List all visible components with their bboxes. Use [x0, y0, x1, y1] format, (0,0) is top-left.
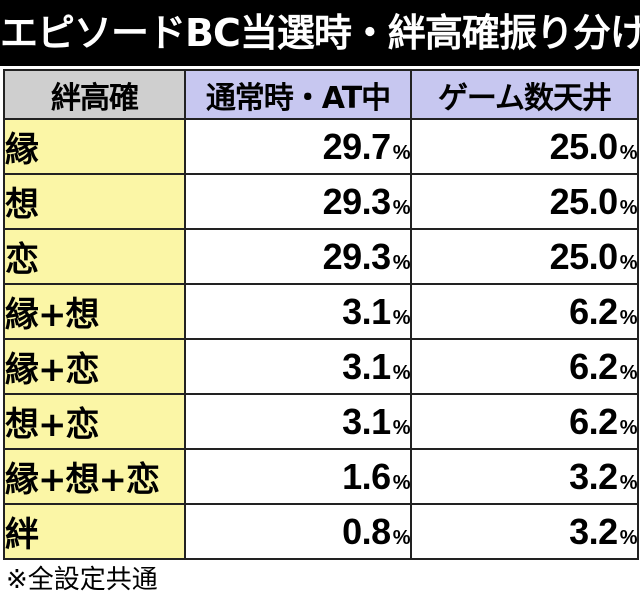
percent-sign: % [392, 251, 410, 274]
percent-sign: % [392, 416, 410, 439]
value-ceiling: 3.2% [410, 503, 639, 560]
value-ceiling: 6.2% [410, 393, 639, 450]
row-label: 縁 [3, 118, 186, 175]
row-label: 想+恋 [3, 393, 186, 450]
value-number: 3.1 [342, 290, 391, 332]
table-row: 恋 29.3% 25.0% [3, 228, 639, 285]
value-number: 3.1 [342, 400, 391, 442]
value-normal: 29.7% [184, 118, 412, 175]
value-number: 6.2 [569, 400, 618, 442]
percent-sign: % [392, 141, 410, 164]
header-normal-at: 通常時・AT中 [184, 69, 412, 120]
header-kizuna-koukaku: 絆高確 [3, 69, 186, 120]
value-ceiling: 3.2% [410, 448, 639, 505]
footnote: ※全設定共通 [6, 565, 158, 595]
row-label: 縁+想 [3, 283, 186, 340]
value-number: 0.8 [342, 510, 391, 552]
percent-sign: % [392, 471, 410, 494]
percent-sign: % [619, 141, 637, 164]
header-row: 絆高確 通常時・AT中 ゲーム数天井 [3, 69, 639, 120]
value-number: 3.2 [569, 510, 618, 552]
value-normal: 3.1% [184, 393, 412, 450]
table-body: 縁 29.7% 25.0% 想 29.3% 25.0% 恋 29.3% 25.0… [3, 118, 639, 560]
row-label: 縁+恋 [3, 338, 186, 395]
value-number: 29.3 [322, 180, 392, 222]
percent-sign: % [392, 526, 410, 549]
value-ceiling: 25.0% [410, 173, 639, 230]
row-label: 絆 [3, 503, 186, 560]
value-number: 29.3 [322, 235, 392, 277]
row-label: 恋 [3, 228, 186, 285]
value-number: 29.7 [322, 125, 392, 167]
value-ceiling: 25.0% [410, 118, 639, 175]
value-number: 3.2 [569, 455, 618, 497]
table-row: 縁+想+恋 1.6% 3.2% [3, 448, 639, 505]
percent-sign: % [619, 416, 637, 439]
value-normal: 3.1% [184, 338, 412, 395]
value-ceiling: 25.0% [410, 228, 639, 285]
percent-sign: % [619, 196, 637, 219]
value-number: 3.1 [342, 345, 391, 387]
value-number: 25.0 [549, 235, 619, 277]
value-number: 1.6 [342, 455, 391, 497]
page-title: エピソードBC当選時・絆高確振り分け [0, 0, 640, 66]
value-normal: 29.3% [184, 228, 412, 285]
value-number: 25.0 [549, 180, 619, 222]
table-row: 縁 29.7% 25.0% [3, 118, 639, 175]
row-label: 縁+想+恋 [3, 448, 186, 505]
value-normal: 1.6% [184, 448, 412, 505]
value-normal: 3.1% [184, 283, 412, 340]
value-ceiling: 6.2% [410, 338, 639, 395]
value-ceiling: 6.2% [410, 283, 639, 340]
percent-sign: % [619, 251, 637, 274]
percent-sign: % [619, 306, 637, 329]
percent-sign: % [392, 361, 410, 384]
value-number: 6.2 [569, 290, 618, 332]
table-row: 縁+想 3.1% 6.2% [3, 283, 639, 340]
table-row: 想+恋 3.1% 6.2% [3, 393, 639, 450]
percent-sign: % [392, 306, 410, 329]
table-row: 想 29.3% 25.0% [3, 173, 639, 230]
table-row: 縁+恋 3.1% 6.2% [3, 338, 639, 395]
percent-sign: % [619, 526, 637, 549]
table-header: 絆高確 通常時・AT中 ゲーム数天井 [3, 69, 639, 120]
value-number: 6.2 [569, 345, 618, 387]
value-number: 25.0 [549, 125, 619, 167]
percent-sign: % [619, 361, 637, 384]
value-normal: 0.8% [184, 503, 412, 560]
percent-sign: % [392, 196, 410, 219]
row-label: 想 [3, 173, 186, 230]
distribution-table: 絆高確 通常時・AT中 ゲーム数天井 縁 29.7% 25.0% 想 29.3%… [3, 69, 639, 560]
header-game-ceiling: ゲーム数天井 [410, 69, 639, 120]
percent-sign: % [619, 471, 637, 494]
table-row: 絆 0.8% 3.2% [3, 503, 639, 560]
value-normal: 29.3% [184, 173, 412, 230]
